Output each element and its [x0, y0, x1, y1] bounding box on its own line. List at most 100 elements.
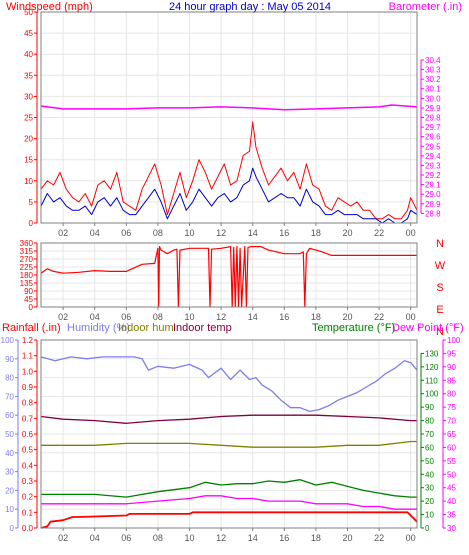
- series-indoor-temp: [40, 414, 417, 424]
- x-tick-label: 04: [90, 533, 100, 543]
- x-tick-label: 08: [153, 228, 163, 238]
- y-tick-label: 90: [24, 287, 33, 296]
- y-tick-label: 5: [29, 198, 34, 207]
- x-tick-label: 06: [121, 533, 131, 543]
- y-tick-label: 80: [425, 417, 434, 426]
- compass-label: W: [435, 260, 446, 272]
- y-tick-label: 29.0: [425, 190, 441, 199]
- x-tick-label: 02: [58, 533, 68, 543]
- y-tick-label: 70: [425, 430, 434, 439]
- y-tick-label: 40: [425, 470, 434, 479]
- x-tick-label: 06: [121, 312, 131, 322]
- x-tick-label: 20: [342, 533, 352, 543]
- plot-frame: [40, 242, 418, 308]
- x-tick-label: 18: [311, 312, 321, 322]
- series-gust-average: [40, 167, 418, 224]
- x-tick-label: 08: [153, 312, 163, 322]
- y-tick-label: 0.5: [22, 446, 34, 455]
- x-tick-label: 14: [248, 312, 258, 322]
- y-tick-label: 75: [447, 403, 456, 412]
- plot-frame: [40, 11, 418, 224]
- y-tick-label: 35: [447, 511, 456, 520]
- y-tick-label: 130: [425, 349, 439, 358]
- y-tick-label: 110: [425, 376, 438, 385]
- y-tick-label: 0.2: [22, 493, 34, 502]
- labels-layer: Windspeed (mph) 24 hour graph day : May …: [2, 1, 464, 334]
- y-tick-label: 100: [447, 336, 461, 345]
- x-tick-label: 20: [342, 312, 352, 322]
- y-tick-label: 225: [20, 263, 34, 272]
- y-tick-label: 100: [1, 336, 15, 345]
- x-tick-label: 16: [279, 228, 289, 238]
- compass-label: S: [436, 282, 443, 294]
- y-tick-label: 180: [20, 271, 34, 280]
- y-tick-label: 30.3: [425, 66, 441, 75]
- x-tick-label: 16: [279, 312, 289, 322]
- legend-temperature: Temperature (°F): [312, 322, 395, 334]
- y-tick-label: 30: [24, 92, 33, 101]
- compass-label: N: [436, 326, 444, 338]
- y-tick-label: 30: [425, 484, 434, 493]
- y-tick-label: 29.7: [425, 123, 441, 132]
- y-tick-label: 29.1: [425, 181, 441, 190]
- y-tick-label: 270: [20, 255, 34, 264]
- x-tick-label: 10: [184, 312, 194, 322]
- y-tick-label: 0.7: [22, 414, 34, 423]
- series-temperature: [41, 479, 417, 498]
- y-tick-label: 20: [425, 497, 434, 506]
- y-tick-label: 10: [5, 505, 14, 514]
- y-tick-label: 1.0: [22, 367, 34, 376]
- y-tick-label: 50: [24, 8, 33, 17]
- compass-label: E: [436, 304, 443, 316]
- y-tick-label: 50: [5, 430, 14, 439]
- legend-rainfall: Rainfall (.in): [2, 322, 61, 334]
- y-tick-label: 0.9: [22, 383, 34, 392]
- y-tick-label: 30: [447, 524, 456, 533]
- y-tick-label: 20: [24, 135, 33, 144]
- x-tick-label: 18: [311, 533, 321, 543]
- y-tick-label: 80: [447, 390, 456, 399]
- x-tick-label: 00: [406, 228, 416, 238]
- y-tick-label: 35: [24, 71, 33, 80]
- series-humidity: [40, 356, 418, 413]
- y-tick-label: 100: [425, 390, 439, 399]
- x-tick-label: 18: [311, 228, 321, 238]
- y-tick-label: 65: [447, 430, 456, 439]
- x-tick-label: 00: [406, 533, 416, 543]
- y-tick-label: 45: [24, 295, 33, 304]
- right-axis-label-barometer: Barometer (.in): [389, 1, 462, 13]
- y-tick-label: 29.4: [425, 152, 441, 161]
- y-tick-label: 29.8: [425, 114, 441, 123]
- series-rainfall: [40, 511, 418, 529]
- y-tick-label: 0.3: [22, 477, 34, 486]
- x-tick-label: 12: [216, 312, 226, 322]
- x-tick-label: 12: [216, 533, 226, 543]
- y-tick-label: 95: [447, 349, 456, 358]
- plot-frame: [40, 339, 418, 529]
- y-tick-label: 45: [24, 29, 33, 38]
- grid-layer: [41, 11, 417, 529]
- series-indoor-hum: [41, 440, 417, 448]
- y-tick-label: 90: [447, 363, 456, 372]
- chart-title: 24 hour graph day : May 05 2014: [169, 1, 331, 13]
- x-tick-label: 10: [184, 533, 194, 543]
- series-wind-direction: [40, 246, 417, 308]
- x-tick-label: 02: [58, 312, 68, 322]
- y-tick-label: 15: [24, 156, 33, 165]
- legend-humidity: Humidity (%): [67, 322, 130, 334]
- x-tick-label: 22: [374, 533, 384, 543]
- y-tick-label: 315: [20, 247, 34, 256]
- y-tick-label: 50: [425, 457, 434, 466]
- legend-indoor-hum: Indoor hum: [118, 322, 174, 334]
- y-tick-label: 30: [5, 468, 14, 477]
- y-tick-label: 10: [425, 511, 434, 520]
- y-tick-label: 0.4: [22, 461, 34, 470]
- y-tick-label: 360: [20, 239, 34, 248]
- y-tick-label: 50: [447, 470, 456, 479]
- legend-indoor-temp: Indoor temp: [173, 322, 232, 334]
- legend-dewpoint: Dew Point (°F): [392, 322, 464, 334]
- series-barometer: [40, 104, 418, 111]
- x-tick-label: 14: [248, 533, 258, 543]
- axes-layer: 02 04 06 08 10 12 14 16 18 20 22 000510152025303540…: [1, 8, 461, 543]
